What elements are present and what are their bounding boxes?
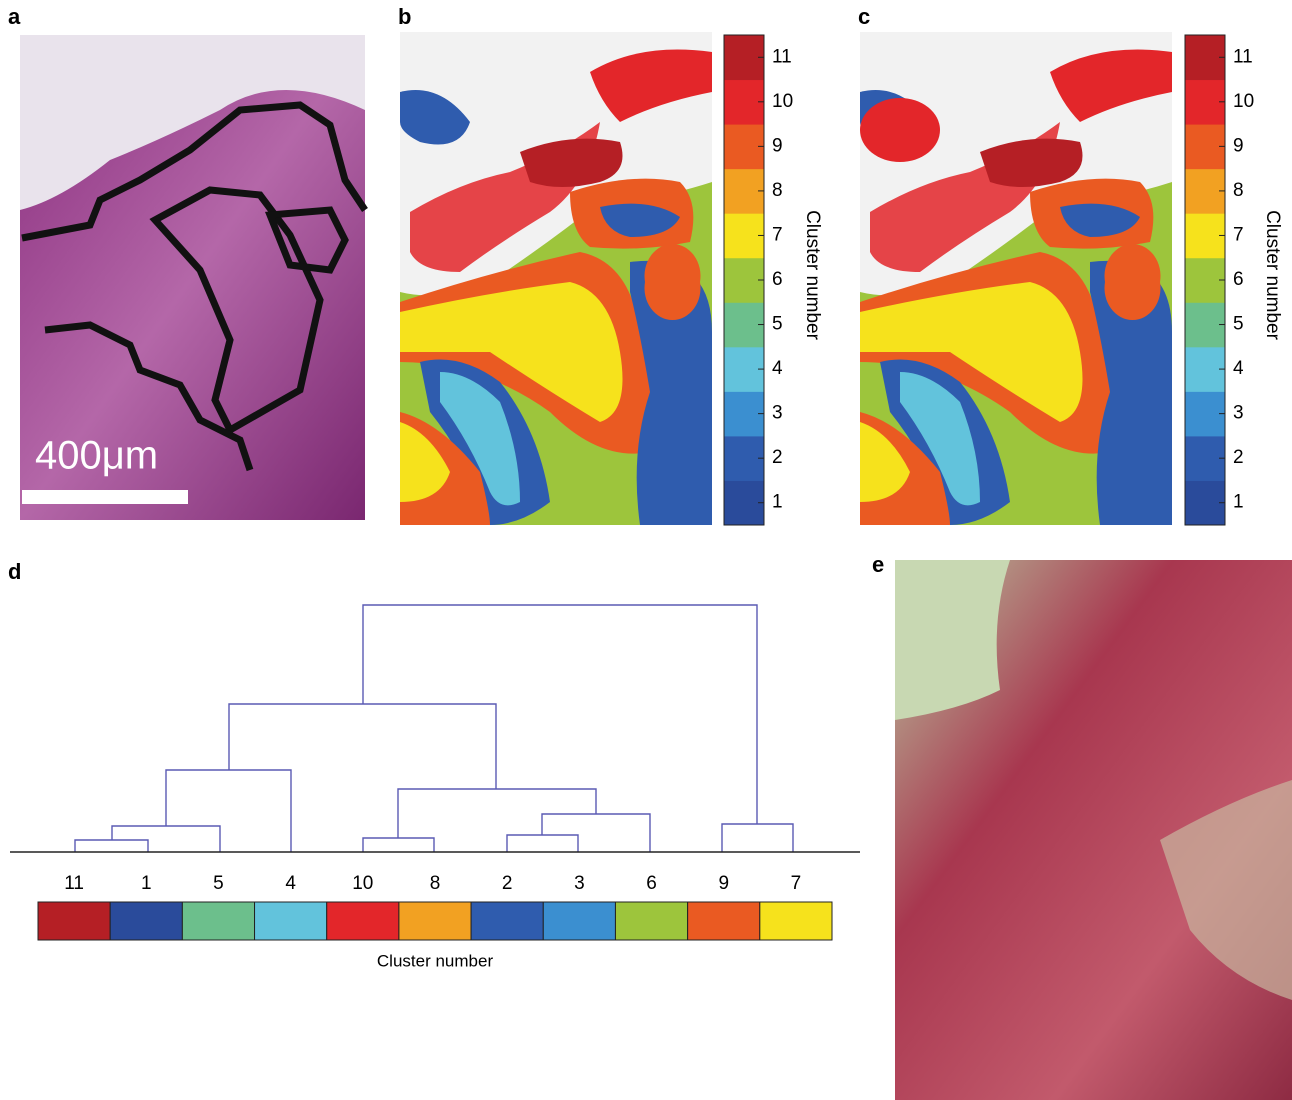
colorbar-tick-label: 7 (772, 224, 783, 245)
colorbar-tick-label: 8 (1233, 180, 1244, 201)
cluster-swatch (615, 902, 687, 940)
colorbar-tick-label: 6 (772, 269, 783, 290)
colorbar-tick-label: 6 (1233, 269, 1244, 290)
colorbar-tick-label: 2 (772, 447, 783, 468)
colorbar: 1 2 3 4 5 6 7 8 9 10 11 (724, 35, 793, 526)
leaf-label: 10 (352, 873, 373, 894)
leaf-label: 6 (646, 873, 657, 894)
colorbar-tick-label: 4 (772, 358, 783, 379)
colorbar-tick-label: 9 (1233, 135, 1244, 156)
leaf-label: 7 (791, 873, 802, 894)
panel-label: d (8, 559, 21, 584)
colorbar-tick-label: 3 (772, 403, 783, 424)
colorbar-tick-label: 1 (772, 492, 783, 513)
panel-label: b (398, 4, 411, 29)
leaf-label: 8 (430, 873, 441, 894)
cluster-swatch (255, 902, 327, 940)
leaf-label: 9 (718, 873, 729, 894)
cluster-swatch (38, 902, 110, 940)
colorbar-tick-label: 8 (772, 180, 783, 201)
dendrogram (10, 605, 860, 852)
figure: a 400μm b 1234567891011 Cluster number c… (0, 0, 1292, 1100)
colorbar-tick-label: 1 (1233, 492, 1244, 513)
colorbar-tick-label: 10 (1233, 91, 1254, 112)
colorbar-tick-label: 3 (1233, 403, 1244, 424)
panel-label: c (858, 4, 870, 29)
cluster-swatch (471, 902, 543, 940)
colorbar-tick-label: 10 (772, 91, 793, 112)
colorbar-tick-label: 5 (1233, 314, 1244, 335)
colorbar: 1 2 3 4 5 6 7 8 9 10 11 (1185, 35, 1254, 526)
cluster-swatch (760, 902, 832, 940)
scale-bar-label: 400μm (35, 434, 158, 478)
map-region (860, 98, 940, 162)
colorbar-tick-label: 5 (772, 314, 783, 335)
colorbar-tick-label: 7 (1233, 224, 1244, 245)
leaf-label: 3 (574, 873, 585, 894)
leaf-label: 11 (64, 873, 84, 894)
leaf-label: 2 (502, 873, 513, 894)
cluster-swatch (543, 902, 615, 940)
colorbar-tick-label: 11 (1233, 46, 1253, 67)
cluster-swatch (327, 902, 399, 940)
colorbar-tick-label: 4 (1233, 358, 1244, 379)
leaf-label: 5 (213, 873, 224, 894)
colorbar-tick-label: 2 (1233, 447, 1244, 468)
leaf-label: 4 (285, 873, 296, 894)
cluster-swatch (688, 902, 760, 940)
cluster-map (400, 32, 712, 525)
colorbar-tick-label: 9 (772, 135, 783, 156)
cluster-swatch (182, 902, 254, 940)
leaf-label: 1 (141, 873, 152, 894)
scale-bar (22, 490, 188, 504)
x-axis-label: Cluster number (377, 951, 494, 970)
cluster-swatch (110, 902, 182, 940)
panel-label: e (872, 552, 884, 577)
cluster-swatch (399, 902, 471, 940)
colorbar-tick-label: 11 (772, 46, 792, 67)
panel-label: a (8, 4, 21, 29)
colorbar-title: Cluster number (802, 210, 823, 341)
colorbar-title: Cluster number (1262, 210, 1283, 341)
